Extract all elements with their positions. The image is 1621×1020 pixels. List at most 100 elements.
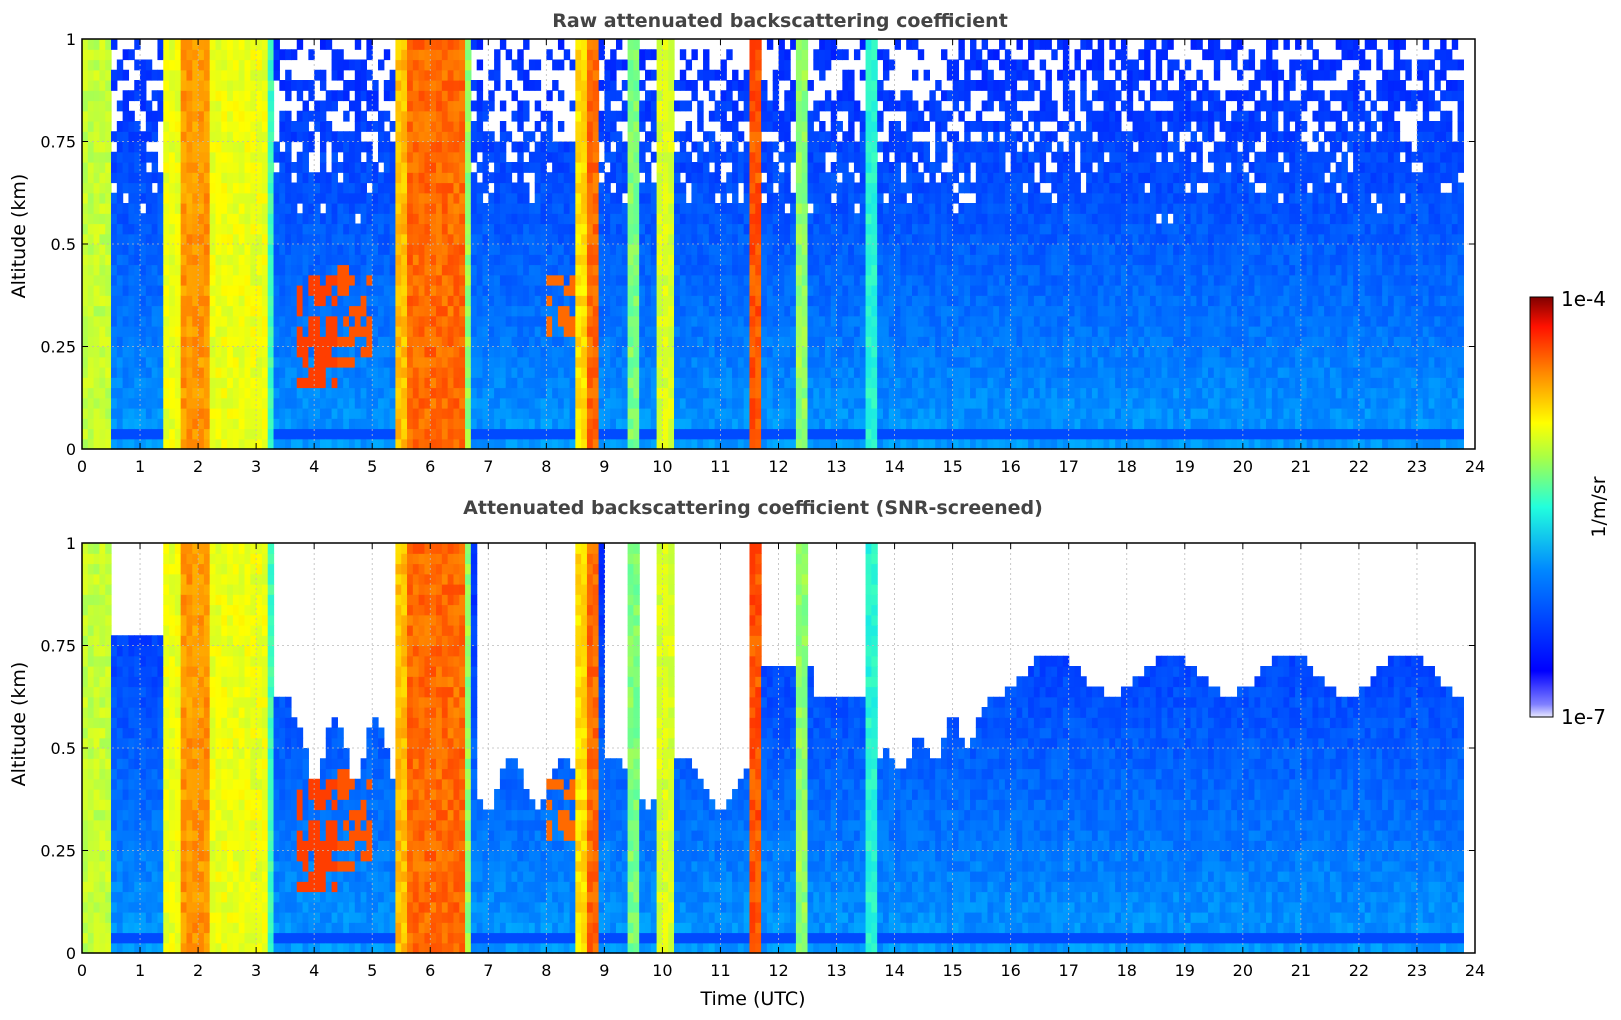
heatmap-cell xyxy=(679,254,687,266)
heatmap-cell xyxy=(557,244,565,255)
heatmap-cell xyxy=(813,418,820,430)
heatmap-cell xyxy=(813,285,820,296)
heatmap-cell xyxy=(621,151,629,163)
heatmap-cell xyxy=(436,336,443,348)
heatmap-cell xyxy=(261,387,269,399)
heatmap-cell xyxy=(366,244,373,255)
heatmap-cell xyxy=(755,305,762,317)
heatmap-cell xyxy=(476,305,484,317)
heatmap-cell xyxy=(598,182,605,194)
heatmap-cell xyxy=(488,315,495,327)
heatmap-cell xyxy=(877,305,884,317)
heatmap-cell xyxy=(842,69,849,81)
heatmap-cell xyxy=(227,244,234,255)
heatmap-cell xyxy=(285,438,292,450)
heatmap-cell xyxy=(534,151,542,163)
heatmap-cell xyxy=(134,59,141,71)
heatmap-cell xyxy=(517,162,524,173)
heatmap-cell xyxy=(232,346,240,358)
heatmap-cell xyxy=(790,264,797,276)
heatmap-cell xyxy=(552,223,559,235)
heatmap-cell xyxy=(459,151,466,163)
heatmap-cell xyxy=(703,69,710,81)
heatmap-cell xyxy=(348,100,356,112)
heatmap-cell xyxy=(395,69,402,81)
heatmap-cell xyxy=(378,264,385,276)
heatmap-cell xyxy=(383,274,391,286)
heatmap-cell xyxy=(790,254,797,266)
heatmap-cell xyxy=(174,110,182,122)
heatmap-cell xyxy=(290,285,298,296)
heatmap-cell xyxy=(418,172,426,184)
heatmap-cell xyxy=(813,387,820,399)
heatmap-cell xyxy=(685,346,693,358)
heatmap-cell xyxy=(720,326,727,337)
heatmap-cell xyxy=(343,131,350,143)
heatmap-cell xyxy=(842,346,849,358)
heatmap-cell xyxy=(563,244,571,255)
heatmap-cell xyxy=(877,346,884,358)
heatmap-cell xyxy=(163,428,170,440)
heatmap-cell xyxy=(232,244,240,255)
heatmap-cell xyxy=(575,367,582,378)
heatmap-cell xyxy=(198,295,205,307)
heatmap-cell xyxy=(598,162,605,173)
heatmap-cell xyxy=(256,356,263,368)
heatmap-cell xyxy=(325,39,333,50)
heatmap-cell xyxy=(366,367,373,378)
heatmap-cell xyxy=(534,121,542,132)
heatmap-cell xyxy=(238,264,246,276)
heatmap-cell xyxy=(430,121,437,132)
heatmap-cell xyxy=(575,428,582,440)
heatmap-cell xyxy=(534,438,542,450)
heatmap-cell xyxy=(877,408,884,419)
heatmap-cell xyxy=(534,274,542,286)
heatmap-cell xyxy=(865,305,872,317)
heatmap-cell xyxy=(99,346,106,358)
heatmap-cell xyxy=(871,418,878,430)
heatmap-cell xyxy=(383,131,391,143)
heatmap-cell xyxy=(360,408,367,419)
heatmap-cell xyxy=(447,315,455,327)
heatmap-cell xyxy=(621,367,629,378)
heatmap-cell xyxy=(470,39,478,50)
heatmap-cell xyxy=(470,131,478,143)
heatmap-cell xyxy=(383,346,391,358)
heatmap-cell xyxy=(581,162,588,173)
heatmap-cell xyxy=(227,305,234,317)
heatmap-cell xyxy=(441,223,449,235)
heatmap-cell xyxy=(743,326,751,337)
heatmap-cell xyxy=(256,151,263,163)
heatmap-cell xyxy=(151,69,159,81)
heatmap-cell xyxy=(383,315,391,327)
heatmap-cell xyxy=(586,336,594,348)
heatmap-cell xyxy=(726,377,733,389)
heatmap-cell xyxy=(453,315,460,327)
heatmap-cell xyxy=(749,377,756,389)
heatmap-cell xyxy=(581,90,588,102)
heatmap-cell xyxy=(859,367,867,378)
heatmap-cell xyxy=(598,223,605,235)
heatmap-cell xyxy=(819,315,826,327)
heatmap-cell xyxy=(360,264,367,276)
heatmap-cell xyxy=(314,121,321,132)
heatmap-cell xyxy=(203,408,211,419)
heatmap-cell xyxy=(290,223,298,235)
heatmap-cell xyxy=(772,367,780,378)
heatmap-cell xyxy=(778,69,785,81)
heatmap-cell xyxy=(157,305,164,317)
heatmap-cell xyxy=(111,346,118,358)
heatmap-cell xyxy=(627,356,634,368)
heatmap-cell xyxy=(389,305,397,317)
heatmap-cell xyxy=(465,192,472,204)
heatmap-cell xyxy=(180,90,188,102)
heatmap-cell xyxy=(267,172,275,184)
heatmap-cell xyxy=(824,244,832,255)
heatmap-cell xyxy=(116,233,124,245)
heatmap-cell xyxy=(203,305,211,317)
heatmap-cell xyxy=(708,274,716,286)
heatmap-cell xyxy=(256,59,263,71)
heatmap-cell xyxy=(534,428,542,440)
heatmap-cell xyxy=(418,295,426,307)
heatmap-cell xyxy=(540,397,547,409)
